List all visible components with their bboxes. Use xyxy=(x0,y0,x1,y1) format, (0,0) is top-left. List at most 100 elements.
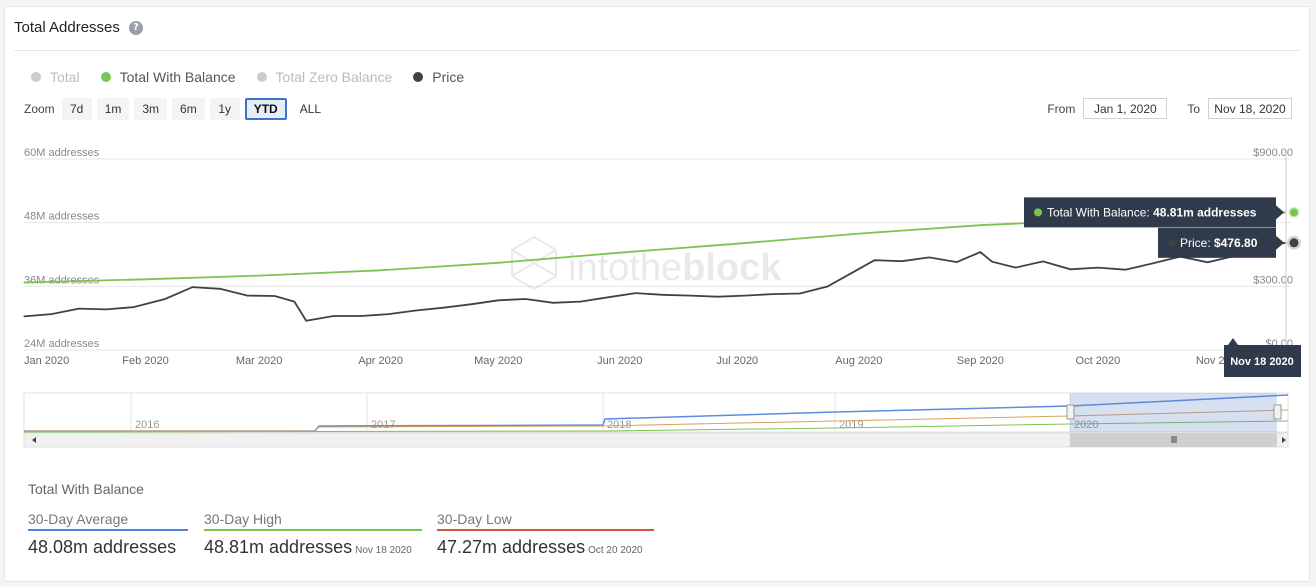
data-point xyxy=(689,295,691,297)
left-axis: 60M addresses 48M addresses 36M addresses 2… xyxy=(24,147,100,350)
tooltip-dot-icon xyxy=(1168,238,1176,247)
navigator-series-zero xyxy=(23,420,1289,433)
navigator-year-label: 2020 xyxy=(1074,419,1098,431)
x-tick-label: Aug 2020 xyxy=(835,355,882,367)
data-point xyxy=(1069,268,1072,270)
data-point xyxy=(607,296,609,298)
scroll-left-arrow-icon[interactable] xyxy=(32,437,36,443)
header-divider xyxy=(14,50,1300,51)
legend-dot-icon xyxy=(413,72,424,82)
legend-item-total[interactable]: Total xyxy=(31,69,80,85)
hover-marker-balance xyxy=(1290,208,1298,217)
data-point xyxy=(854,270,856,272)
zoom-label: Zoom xyxy=(24,102,55,116)
zoom-button-1y[interactable]: 1y xyxy=(209,98,240,120)
data-point xyxy=(1124,269,1126,271)
x-tick-label: Jul 2020 xyxy=(717,355,759,367)
data-point xyxy=(258,274,260,277)
data-point xyxy=(858,233,860,235)
zoom-button-7d[interactable]: 7d xyxy=(61,98,92,120)
zoom-button-all[interactable]: ALL xyxy=(299,102,322,116)
x-tick-label: Sep 2020 xyxy=(957,355,1004,367)
right-tick-label: $300.00 xyxy=(1253,274,1293,286)
tooltip-pointer xyxy=(1276,205,1284,220)
data-point xyxy=(246,295,248,297)
left-tick-label: 48M addresses xyxy=(24,211,100,223)
stat-value-row: 48.81m addresses Nov 18 2020 xyxy=(204,537,422,558)
stat-30-day-average: 30-Day Average 48.08m addresses xyxy=(28,511,188,558)
data-point xyxy=(826,285,829,288)
data-point xyxy=(23,315,25,318)
data-point xyxy=(799,292,801,295)
data-point xyxy=(305,320,307,322)
tooltip-sep: : xyxy=(1146,205,1153,219)
data-point xyxy=(979,224,981,226)
zoom-button-ytd[interactable]: YTD xyxy=(244,98,287,120)
stat-label: 30-Day High xyxy=(204,511,422,531)
tooltip-label: Total With Balance xyxy=(1047,205,1147,219)
from-date-input[interactable] xyxy=(1083,98,1168,119)
data-point xyxy=(1207,261,1209,263)
data-point xyxy=(979,251,981,253)
legend-item-total-zero-balance[interactable]: Total Zero Balance xyxy=(256,69,393,85)
help-icon[interactable]: ? xyxy=(128,20,143,35)
data-point xyxy=(50,313,53,315)
zoom-button-3m[interactable]: 3m xyxy=(134,98,168,120)
x-tick-label: Jan 2020 xyxy=(24,355,69,367)
data-point xyxy=(956,261,958,263)
left-tick-label: 60M addresses xyxy=(24,147,100,159)
navigator-handle-right[interactable] xyxy=(1273,404,1282,420)
grid-lines xyxy=(24,158,1291,351)
data-point xyxy=(662,294,664,296)
data-point xyxy=(78,307,80,310)
date-flag-pointer xyxy=(1228,338,1238,345)
stat-value: 48.08m addresses xyxy=(28,537,177,557)
x-tick-label: Apr 2020 xyxy=(358,355,403,367)
stat-label: 30-Day Low xyxy=(437,511,654,531)
date-range: From To xyxy=(1047,98,1292,119)
legend-label: Total Zero Balance xyxy=(275,69,393,85)
x-axis: Jan 2020 Feb 2020 Mar 2020 Apr 2020 May 2020… xyxy=(24,355,1243,367)
watermark: intotheblock xyxy=(511,235,782,291)
main-chart[interactable]: intotheblock 60M addresses 48M addresses 3… xyxy=(5,7,1311,457)
watermark-logo-line xyxy=(511,249,557,277)
stat-value-row: 48.08m addresses xyxy=(28,537,188,558)
from-label: From xyxy=(1047,101,1076,116)
data-point xyxy=(144,278,147,280)
legend-dot-icon xyxy=(31,72,41,82)
tooltip-price-text: Price: $476.80 xyxy=(1180,236,1258,250)
scroll-right-arrow-icon[interactable] xyxy=(1282,437,1286,443)
stats-title: Total With Balance xyxy=(28,481,144,497)
x-tick-label: May 2020 xyxy=(474,355,522,367)
data-point xyxy=(744,295,746,297)
navigator-year-label: 2016 xyxy=(135,419,159,431)
data-point xyxy=(497,262,499,264)
navigator-handle-left[interactable] xyxy=(1066,404,1075,420)
data-point xyxy=(736,243,738,245)
navigator-selection[interactable] xyxy=(1070,393,1277,432)
legend-label: Total xyxy=(50,69,80,85)
date-flag-text: Nov 18 2020 xyxy=(1230,356,1294,368)
navigator-frame xyxy=(23,392,1289,433)
tooltip-value: 48.81m addresses xyxy=(1153,205,1257,219)
zoom-button-6m[interactable]: 6m xyxy=(172,98,205,120)
navigator[interactable]: 20162017201820192020 xyxy=(23,392,1289,448)
navigator-scrollbar-track[interactable] xyxy=(23,432,1289,448)
data-point xyxy=(470,303,472,305)
to-date-input[interactable] xyxy=(1208,98,1292,119)
zoom-controls: Zoom 7d 1m 3m 6m 1y YTD ALL xyxy=(24,98,329,120)
legend-item-price[interactable]: Price xyxy=(413,69,464,85)
legend-item-total-with-balance[interactable]: Total With Balance xyxy=(100,69,236,85)
to-label: To xyxy=(1187,101,1200,116)
legend-label: Price xyxy=(432,69,465,85)
card-header: Total Addresses ? xyxy=(14,19,143,36)
tooltip-balance-text: Total With Balance: 48.81m addresses xyxy=(1047,205,1257,219)
tooltip-sep: : xyxy=(1207,236,1214,250)
stat-date: Nov 18 2020 xyxy=(355,545,412,556)
zoom-button-1m[interactable]: 1m xyxy=(96,98,130,120)
legend-dot-icon xyxy=(100,72,111,82)
data-point xyxy=(991,261,993,263)
tooltip-balance-box xyxy=(1024,197,1276,228)
data-point xyxy=(105,308,107,311)
legend-dot-icon xyxy=(256,72,267,82)
